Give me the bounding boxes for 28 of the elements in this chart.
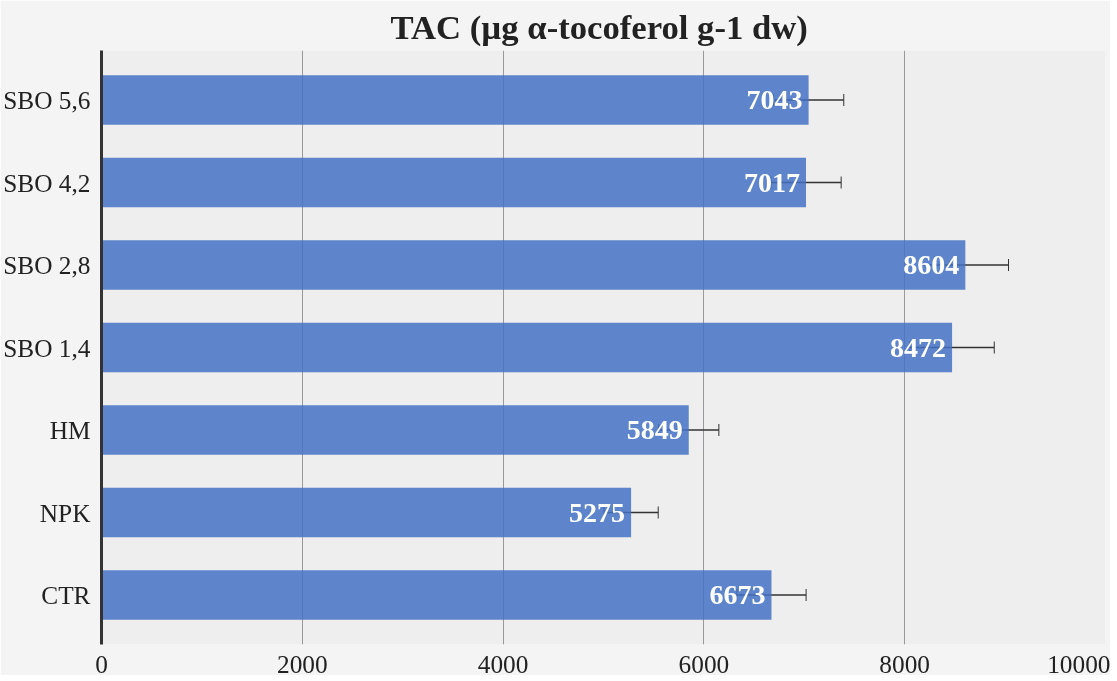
data-label: 5849 (626, 414, 683, 445)
bar (101, 157, 807, 208)
data-label: 8472 (890, 331, 947, 363)
bar (101, 570, 772, 620)
x-tick-label: 4000 (477, 649, 529, 678)
bar (101, 75, 809, 125)
y-tick-label: HM (49, 416, 91, 444)
x-tick-label: 2000 (276, 649, 328, 678)
x-tick-label: 8000 (879, 649, 931, 678)
data-label: 6673 (709, 579, 766, 610)
data-label: 8604 (903, 249, 960, 280)
y-tick-label: SBO 5,6 (3, 86, 91, 114)
chart-title: TAC (µg α-tocoferol g-1 dw) (390, 7, 808, 47)
data-label: 7043 (746, 84, 803, 115)
x-tick-label: 10000 (1047, 649, 1111, 678)
x-tick-label: 0 (95, 649, 108, 678)
bar (101, 487, 632, 538)
data-label: 5275 (569, 496, 626, 528)
x-tick-label: 6000 (678, 649, 730, 678)
y-tick-label: NPK (39, 498, 92, 527)
bar (101, 240, 966, 290)
y-tick-label: SBO 4,2 (3, 168, 91, 197)
y-tick-label: CTR (41, 581, 91, 609)
data-label: 7017 (744, 166, 801, 198)
bar (101, 405, 689, 455)
y-tick-label: SBO 1,4 (3, 333, 91, 362)
y-tick-label: SBO 2,8 (3, 251, 91, 279)
bar (101, 322, 953, 373)
